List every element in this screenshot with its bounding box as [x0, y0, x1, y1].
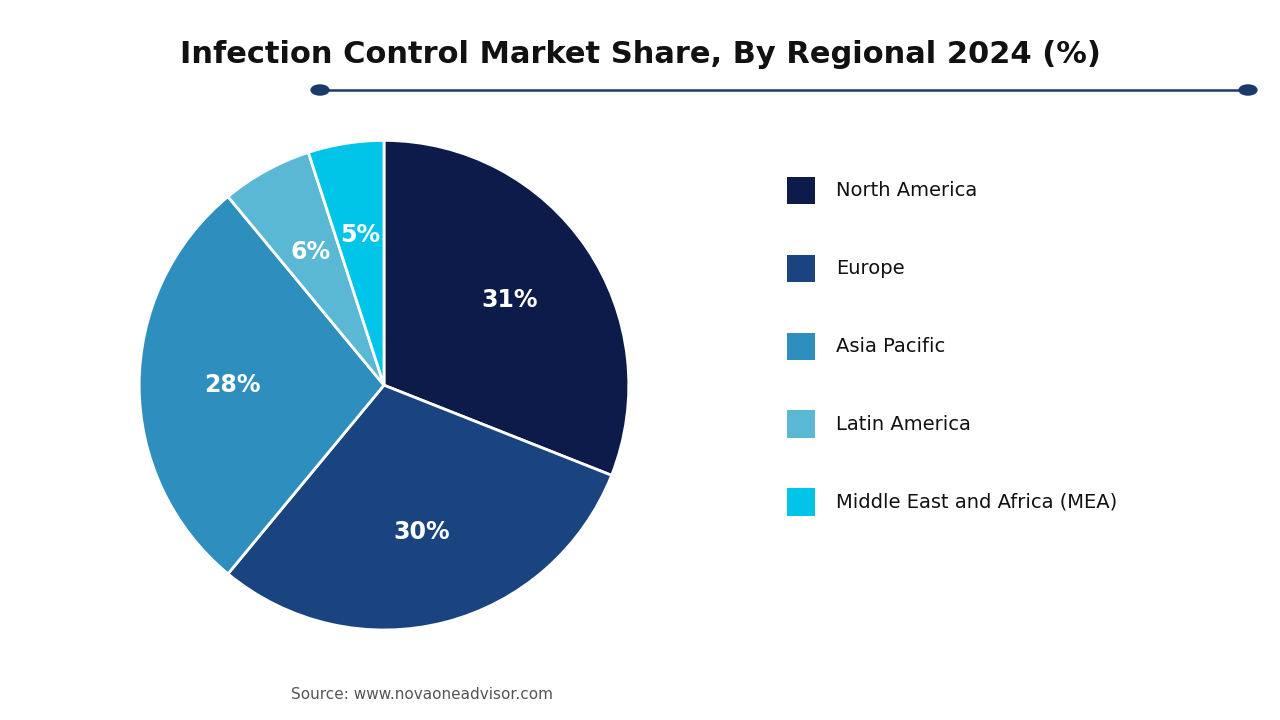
- Text: Infection Control Market Share, By Regional 2024 (%): Infection Control Market Share, By Regio…: [179, 40, 1101, 68]
- Text: Latin America: Latin America: [836, 415, 970, 433]
- Text: 5%: 5%: [340, 223, 380, 247]
- Text: Asia Pacific: Asia Pacific: [836, 337, 945, 356]
- Wedge shape: [384, 140, 628, 475]
- Text: 1: 1: [118, 55, 131, 73]
- Text: North America: North America: [836, 181, 977, 200]
- Text: ADVISOR: ADVISOR: [140, 55, 232, 73]
- Text: Source: www.novaoneadvisor.com: Source: www.novaoneadvisor.com: [292, 687, 553, 702]
- Text: 28%: 28%: [204, 373, 260, 397]
- Text: Europe: Europe: [836, 259, 905, 278]
- Text: 6%: 6%: [291, 240, 332, 264]
- Wedge shape: [228, 385, 612, 630]
- Text: NOVA: NOVA: [29, 55, 86, 73]
- Text: 30%: 30%: [393, 521, 451, 544]
- Text: 31%: 31%: [481, 288, 538, 312]
- Wedge shape: [228, 153, 384, 385]
- Bar: [114, 39, 136, 89]
- Wedge shape: [140, 197, 384, 574]
- Text: Middle East and Africa (MEA): Middle East and Africa (MEA): [836, 492, 1117, 511]
- Wedge shape: [308, 140, 384, 385]
